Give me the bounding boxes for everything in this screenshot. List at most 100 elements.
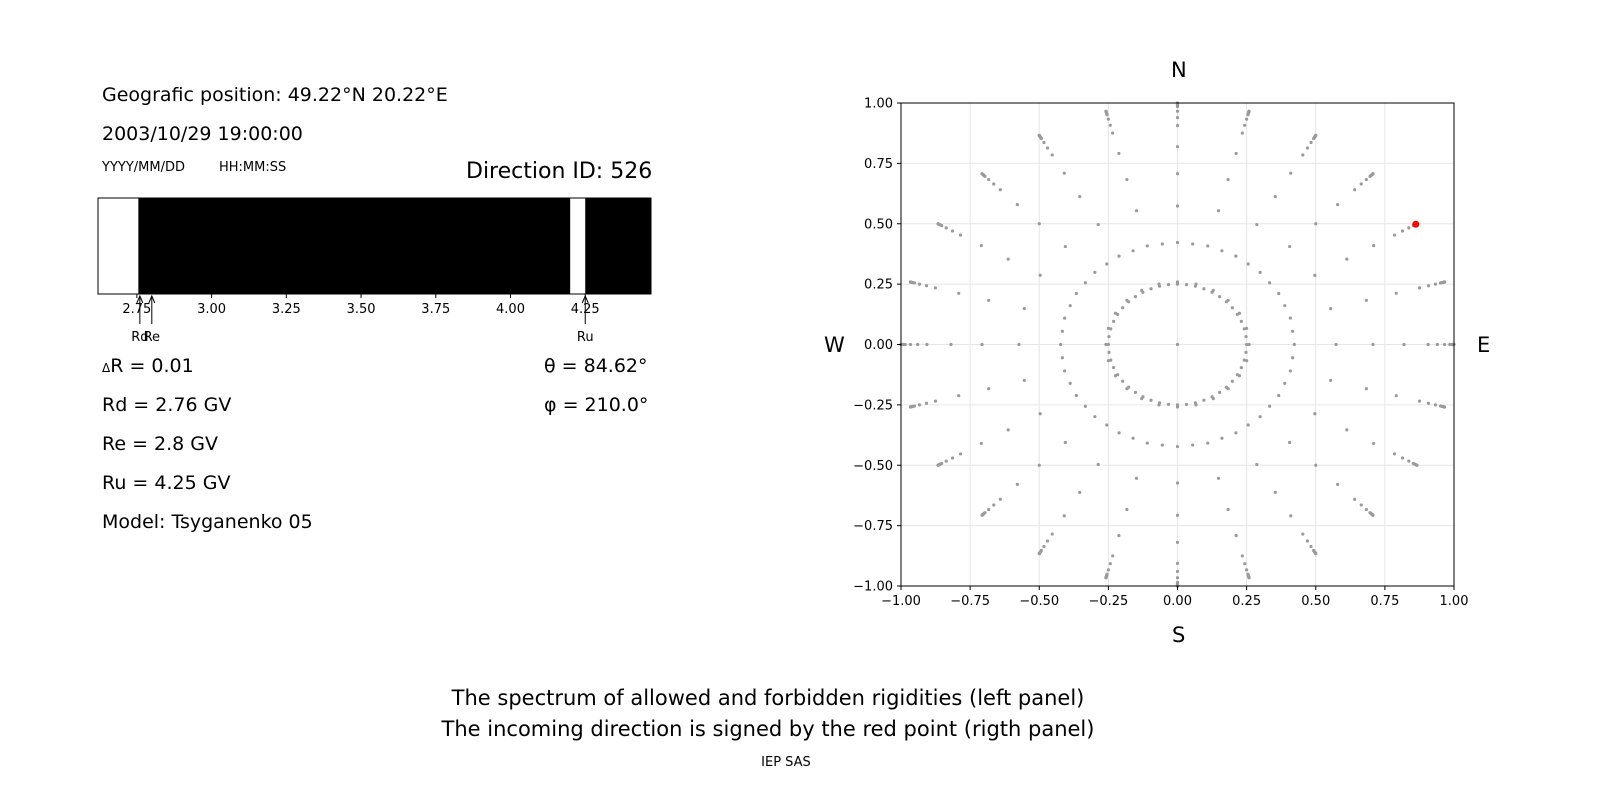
sky-ticks: −1.00 −0.75 −0.50 −0.25 0.00 0.25 0.50 0.75 1.00… xyxy=(853,97,1468,610)
sky-point xyxy=(1145,244,1149,248)
sky-point xyxy=(1283,381,1287,385)
selected-direction-point xyxy=(1412,220,1420,228)
sky-point xyxy=(1372,441,1376,446)
sky-point xyxy=(950,229,955,233)
sky-point xyxy=(1038,273,1042,277)
sky-point xyxy=(1247,109,1251,113)
sky-point xyxy=(1402,342,1406,347)
sky-point xyxy=(1006,428,1010,432)
sky-point xyxy=(1175,444,1180,449)
rd-value: Rd = 2.76 GV xyxy=(102,394,232,416)
sky-point xyxy=(1111,554,1115,558)
y-tick-label: −0.75 xyxy=(853,519,893,534)
time-format-label: HH:MM:SS xyxy=(219,160,287,175)
x-tick-label: 1.00 xyxy=(1440,594,1469,609)
sky-point xyxy=(1141,290,1145,294)
sky-point xyxy=(924,401,929,405)
sky-point xyxy=(1305,539,1310,543)
sky-point xyxy=(957,291,961,295)
spectrum-tick-label: 3.00 xyxy=(197,302,226,317)
sky-point xyxy=(1255,222,1259,227)
sky-point xyxy=(1230,379,1234,383)
sky-point xyxy=(1224,385,1228,389)
sky-point xyxy=(1107,335,1111,339)
sky-point xyxy=(1134,209,1139,213)
sky-point xyxy=(1314,552,1318,556)
sky-point xyxy=(1202,287,1206,291)
phi-value: φ = 210.0° xyxy=(544,394,649,416)
direction-id: Direction ID: 526 xyxy=(466,159,653,184)
sky-point xyxy=(1121,379,1125,383)
sky-point xyxy=(1400,456,1405,460)
sky-point xyxy=(944,226,948,230)
sky-point xyxy=(936,463,940,467)
sky-point xyxy=(1193,284,1197,288)
y-tick-label: −0.25 xyxy=(853,398,893,413)
sky-point xyxy=(1239,319,1243,323)
sky-point xyxy=(958,452,963,456)
sky-point xyxy=(1050,532,1054,536)
sky-point xyxy=(1400,229,1405,233)
sky-point xyxy=(958,233,963,237)
sky-point xyxy=(1063,316,1067,320)
sky-point xyxy=(1273,490,1277,494)
spectrum-segment xyxy=(570,198,586,294)
sky-point xyxy=(1112,319,1116,323)
sky-point xyxy=(1038,412,1042,416)
y-tick-label: 1.00 xyxy=(864,97,893,112)
sky-point xyxy=(1226,507,1230,512)
sky-point xyxy=(1364,507,1368,512)
sky-point xyxy=(908,342,913,347)
sky-point xyxy=(1394,291,1398,295)
sky-point xyxy=(1235,312,1239,316)
re-value: Re = 2.8 GV xyxy=(102,433,219,455)
sky-point xyxy=(1175,342,1180,347)
spectrum-tick-label: 3.50 xyxy=(347,302,376,317)
sky-point xyxy=(1083,281,1087,285)
sky-point xyxy=(1037,552,1041,556)
sky-point xyxy=(1106,342,1110,347)
sky-point xyxy=(1301,153,1305,157)
sky-point xyxy=(1166,402,1171,406)
sky-point xyxy=(1096,462,1100,467)
sky-point xyxy=(1216,209,1221,213)
sky-point xyxy=(1158,401,1162,405)
sky-point xyxy=(925,342,929,347)
sky-point xyxy=(1288,369,1292,373)
sky-point xyxy=(1314,133,1318,137)
sky-point xyxy=(1234,431,1238,435)
spectrum-tick-label: 4.00 xyxy=(496,302,525,317)
sky-point xyxy=(1117,151,1121,156)
sky-point xyxy=(1268,281,1272,285)
sky-point xyxy=(1288,316,1292,320)
sky-point xyxy=(1247,342,1251,347)
sky-point xyxy=(1245,568,1249,572)
sky-point xyxy=(1117,431,1121,435)
sky-point xyxy=(1329,307,1333,311)
sky-point xyxy=(1106,117,1110,121)
sky-point xyxy=(1141,395,1145,399)
sky-points xyxy=(899,101,1456,588)
sky-point xyxy=(916,342,920,347)
sky-point xyxy=(1206,441,1210,445)
sky-point xyxy=(1417,399,1422,403)
sky-point xyxy=(1313,273,1317,277)
sky-point xyxy=(1050,153,1054,157)
x-tick-label: −0.25 xyxy=(1088,594,1128,609)
sky-point xyxy=(1288,440,1292,445)
sky-point xyxy=(1226,177,1230,182)
sky-point xyxy=(1309,544,1313,549)
sky-point xyxy=(1127,385,1131,389)
sky-point xyxy=(1074,291,1078,296)
sky-point xyxy=(1216,476,1221,480)
sky-point xyxy=(1175,481,1180,485)
sky-point xyxy=(1042,140,1046,145)
sky-point xyxy=(1258,415,1262,419)
sky-point xyxy=(1243,123,1247,127)
x-tick-label: −0.75 xyxy=(950,594,990,609)
sky-point xyxy=(1220,436,1224,440)
x-tick-label: 0.00 xyxy=(1163,594,1192,609)
sky-point xyxy=(1175,109,1180,113)
sky-point xyxy=(933,399,938,403)
